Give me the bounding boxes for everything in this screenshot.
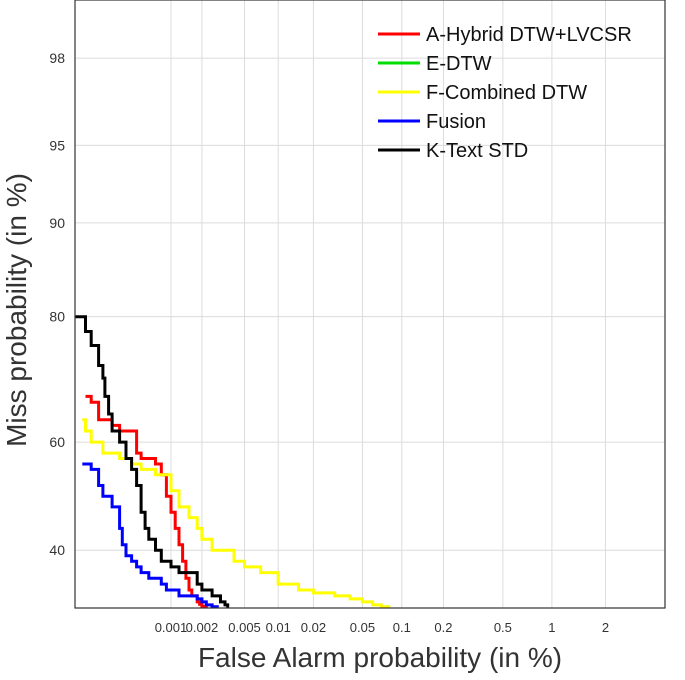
x-tick-label: 0.1 <box>393 620 411 635</box>
x-tick-label: 0.01 <box>266 620 291 635</box>
x-axis-label: False Alarm probability (in %) <box>198 642 562 673</box>
x-tick-label: 2 <box>602 620 609 635</box>
y-tick-label: 90 <box>49 215 65 231</box>
x-tick-label: 0.2 <box>434 620 452 635</box>
y-tick-label: 40 <box>49 542 65 558</box>
legend-label-0: A-Hybrid DTW+LVCSR <box>426 24 632 46</box>
x-tick-label: 0.005 <box>228 620 261 635</box>
x-tick-label: 0.5 <box>494 620 512 635</box>
y-axis-label: Miss probability (in %) <box>1 173 32 447</box>
y-tick-label: 80 <box>49 309 65 325</box>
plot-frame <box>74 0 666 609</box>
legend: A-Hybrid DTW+LVCSR E-DTW F-Combined DTW Fus… <box>378 24 632 162</box>
x-tick-label: 0.05 <box>350 620 375 635</box>
grid <box>75 0 665 608</box>
x-tick-label: 0.001 <box>155 620 188 635</box>
y-tick-label: 60 <box>49 434 65 450</box>
legend-label-1: E-DTW <box>426 53 492 75</box>
plot-background <box>75 0 665 608</box>
series-line-3 <box>82 462 219 609</box>
y-tick-label: 95 <box>49 137 65 153</box>
x-tick-label: 1 <box>548 620 555 635</box>
legend-label-2: F-Combined DTW <box>426 82 587 104</box>
series-line-4 <box>75 315 230 608</box>
legend-label-3: Fusion <box>426 111 486 133</box>
y-tick-label: 98 <box>49 50 65 66</box>
series-layer <box>75 315 391 609</box>
x-tick-label: 0.002 <box>186 620 219 635</box>
x-tick-label: 0.02 <box>301 620 326 635</box>
legend-label-4: K-Text STD <box>426 140 528 162</box>
